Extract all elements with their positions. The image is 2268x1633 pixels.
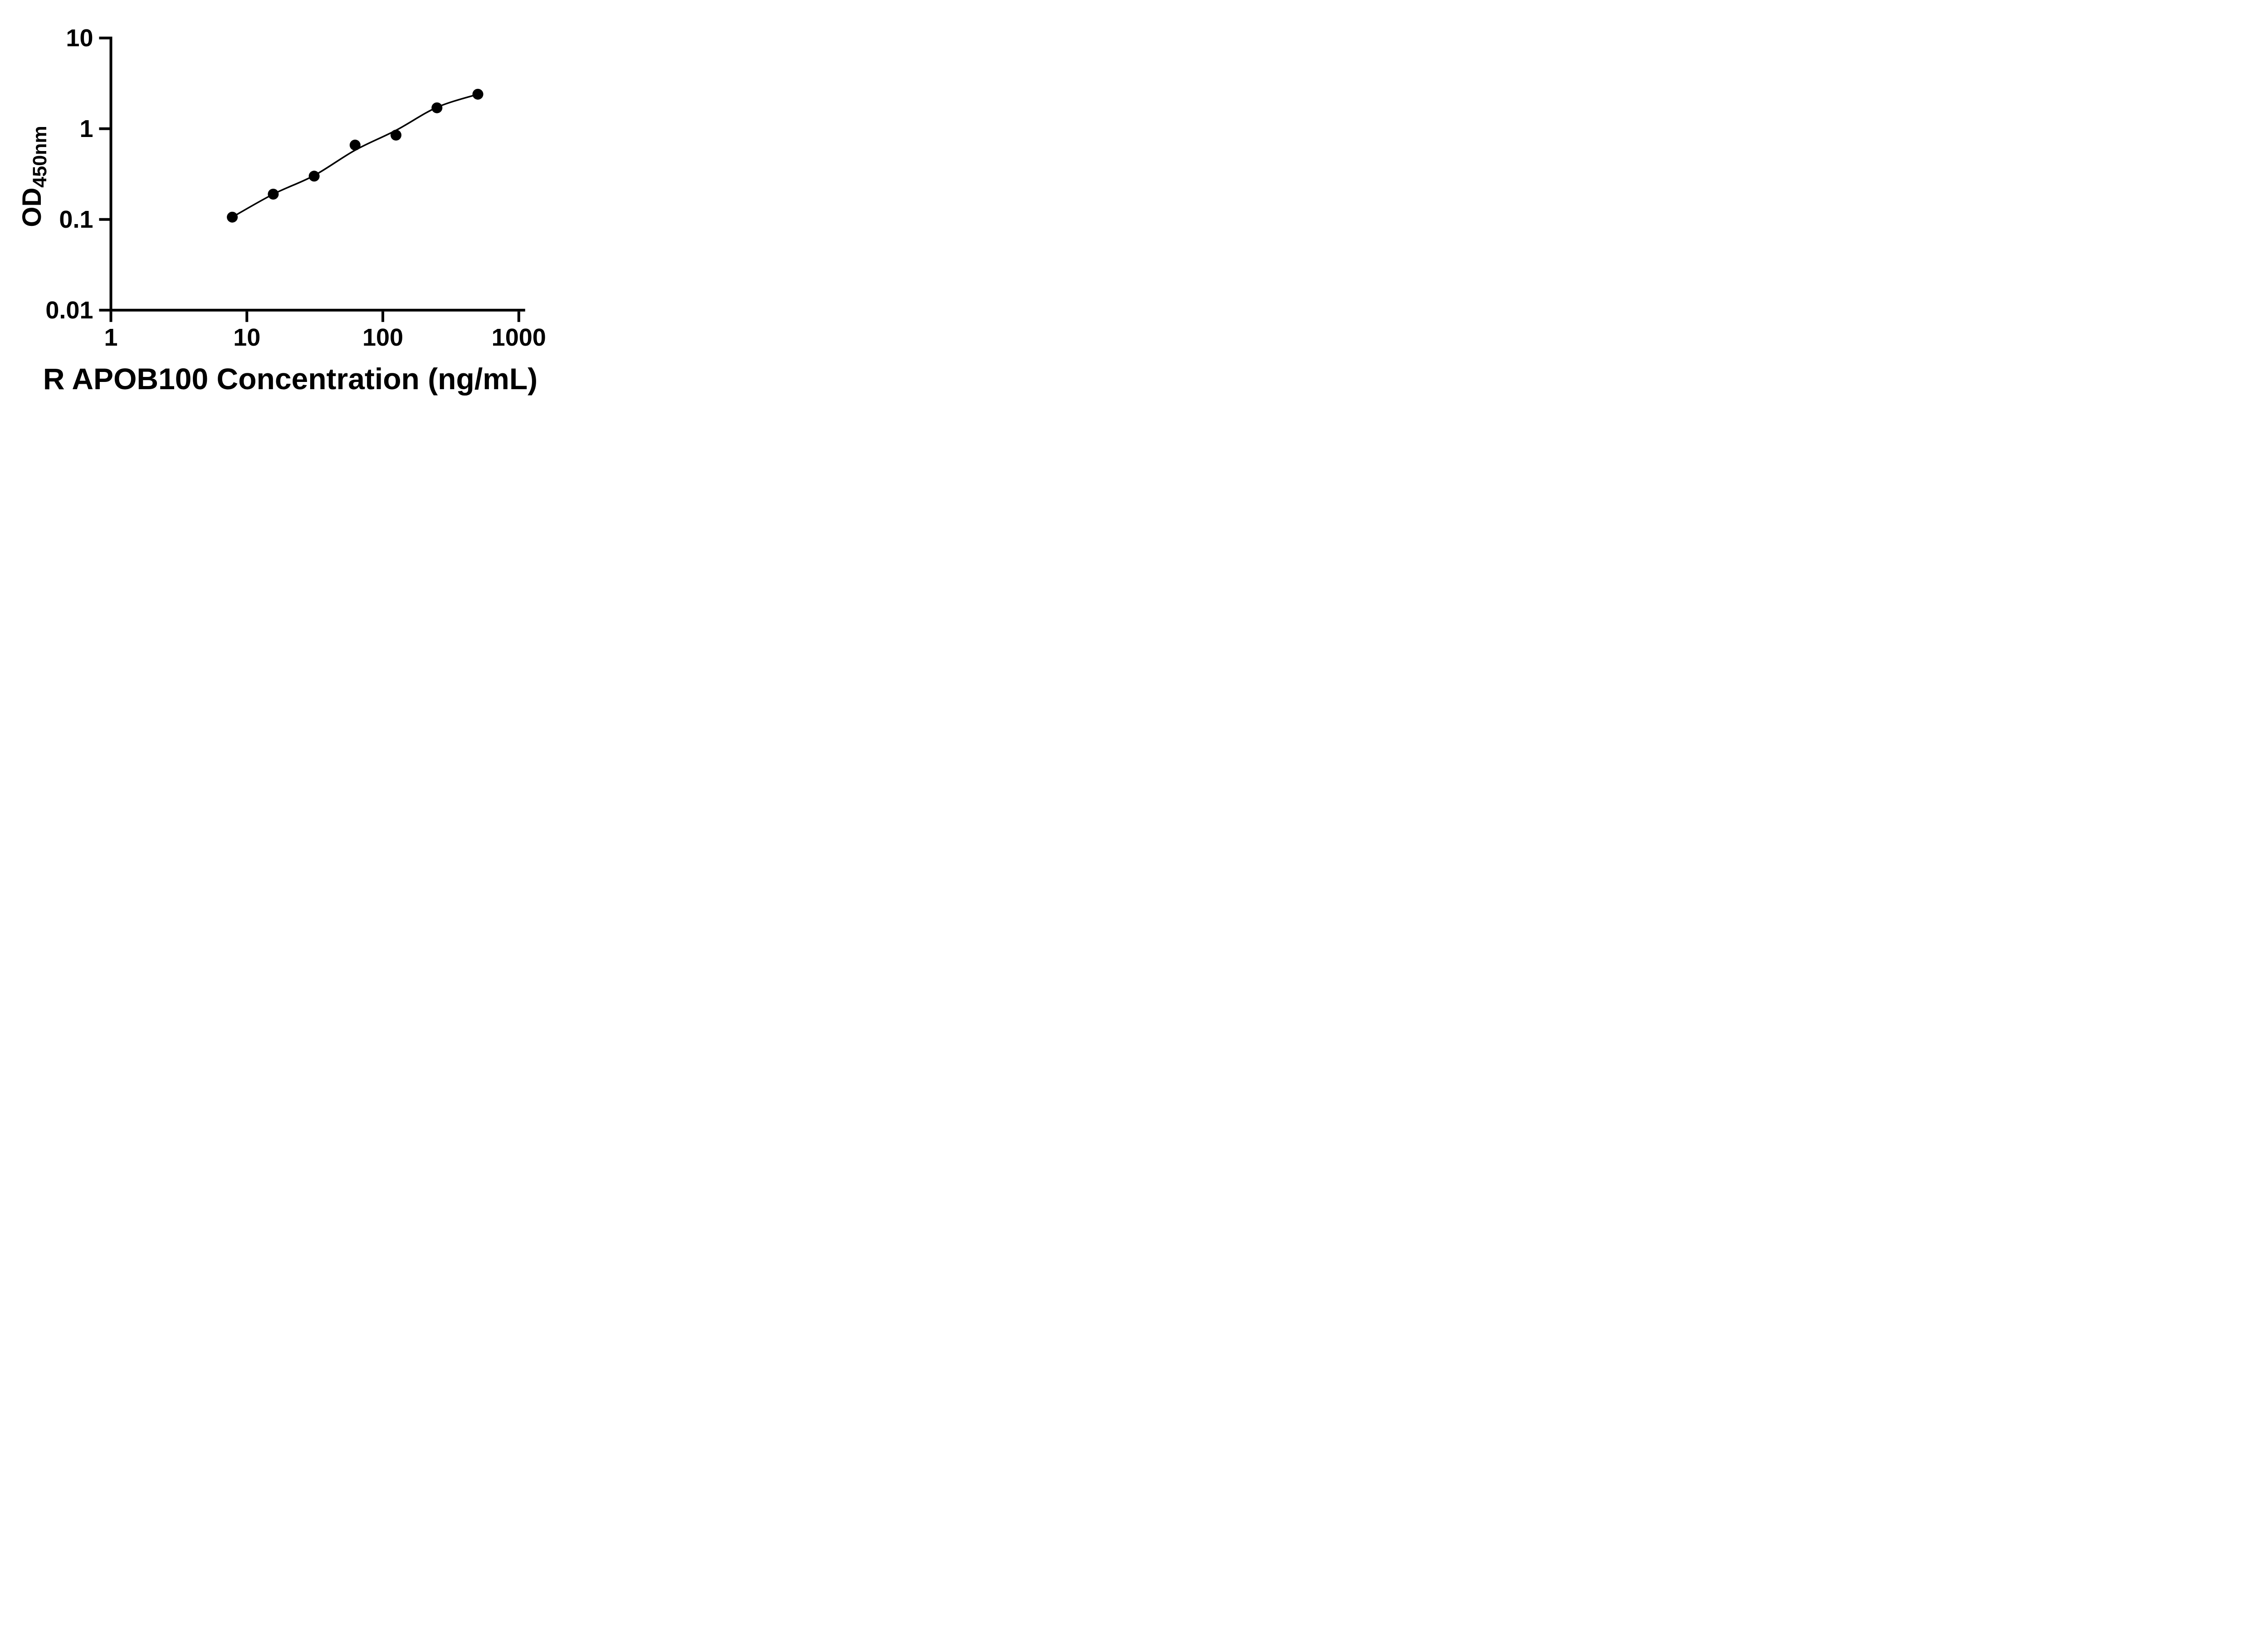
data-point-3 [308, 171, 320, 182]
x-tick-label-100: 100 [362, 324, 403, 351]
x-tick-label-1: 1 [104, 324, 117, 351]
y-tick-label-10: 10 [66, 24, 93, 52]
standard-curve-chart: 10 1 0.1 0.01 1 10 100 1000 OD450nm R APOB100 C… [0, 0, 581, 408]
x-axis-title: R APOB100 Concentration (ng/mL) [43, 362, 538, 396]
data-point-2 [268, 189, 279, 200]
y-axis-title-subscript: 450nm [29, 126, 51, 188]
fit-curve [231, 93, 479, 218]
data-point-1 [227, 211, 238, 223]
data-point-4 [349, 139, 361, 151]
y-axis-title: OD450nm [17, 126, 51, 227]
x-tick-label-10: 10 [233, 324, 260, 351]
x-tick-label-1000: 1000 [492, 324, 546, 351]
data-point-6 [431, 102, 443, 113]
y-tick-label-0.1: 0.1 [59, 206, 93, 233]
data-point-7 [472, 88, 484, 100]
y-tick-label-0.01: 0.01 [45, 297, 93, 324]
y-axis-title-main: OD [17, 187, 47, 227]
plot-area: 10 1 0.1 0.01 1 10 100 1000 [45, 24, 546, 351]
y-tick-label-1: 1 [79, 115, 93, 142]
data-point-5 [391, 129, 401, 141]
